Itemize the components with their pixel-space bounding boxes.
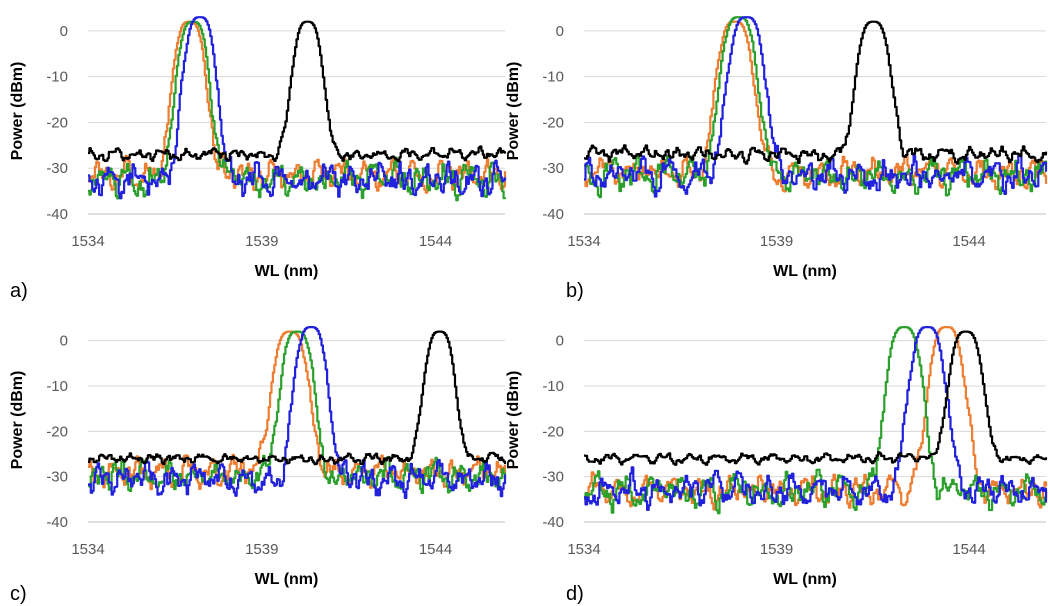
y-tick-label: 0 <box>556 23 564 40</box>
x-tick-label: 1534 <box>71 541 104 558</box>
series-line-2 <box>584 16 1048 199</box>
x-axis-title: WL (nm) <box>255 263 319 280</box>
series-line-3 <box>88 16 507 200</box>
x-axis-title: WL (nm) <box>773 263 837 280</box>
x-tick-label: 1544 <box>952 541 985 558</box>
x-tick-label: 1539 <box>760 541 793 558</box>
y-tick-label: -40 <box>542 206 564 223</box>
panel-label: b) <box>566 280 584 302</box>
x-tick-label: 1544 <box>419 541 452 558</box>
y-tick-label: -40 <box>46 514 68 531</box>
y-tick-label: 0 <box>60 23 68 40</box>
y-tick-label: -40 <box>46 206 68 223</box>
x-tick-label: 1544 <box>952 233 985 250</box>
y-axis-title: Power (dBm) <box>505 371 522 470</box>
panel-label: a) <box>10 280 28 302</box>
x-tick-label: 1539 <box>245 233 278 250</box>
x-tick-label: 1539 <box>760 233 793 250</box>
y-tick-label: -10 <box>46 378 68 395</box>
x-tick-label: 1534 <box>567 541 600 558</box>
y-tick-label: -40 <box>542 514 564 531</box>
y-tick-label: -20 <box>542 114 564 131</box>
x-axis-title: WL (nm) <box>773 571 837 588</box>
y-tick-label: -20 <box>46 114 68 131</box>
y-tick-label: -30 <box>46 160 68 177</box>
series-line-4 <box>584 20 1048 165</box>
series-line-2 <box>88 20 507 202</box>
y-tick-label: -30 <box>46 469 68 486</box>
y-tick-label: -10 <box>542 69 564 86</box>
panel-label: c) <box>10 583 27 605</box>
y-tick-label: -10 <box>542 378 564 395</box>
y-axis-title: Power (dBm) <box>505 62 522 161</box>
y-tick-label: -10 <box>46 69 68 86</box>
y-tick-label: -20 <box>542 423 564 440</box>
y-tick-label: -30 <box>542 160 564 177</box>
y-tick-label: -30 <box>542 469 564 486</box>
series-line-3 <box>584 326 1048 511</box>
y-tick-label: 0 <box>60 333 68 350</box>
y-axis-title: Power (dBm) <box>9 371 26 470</box>
series-line-3 <box>584 16 1048 198</box>
x-tick-label: 1534 <box>71 233 104 250</box>
series-line-4 <box>88 330 507 466</box>
panel-label: d) <box>566 583 584 605</box>
x-tick-label: 1534 <box>567 233 600 250</box>
y-axis-title: Power (dBm) <box>9 62 26 161</box>
x-axis-title: WL (nm) <box>255 571 319 588</box>
x-tick-label: 1544 <box>419 233 452 250</box>
x-tick-label: 1539 <box>245 541 278 558</box>
series-line-4 <box>584 330 1048 466</box>
series-line-1 <box>584 20 1048 193</box>
y-tick-label: -20 <box>46 423 68 440</box>
series-line-3 <box>88 326 507 499</box>
series-line-4 <box>88 20 507 163</box>
y-tick-label: 0 <box>556 333 564 350</box>
